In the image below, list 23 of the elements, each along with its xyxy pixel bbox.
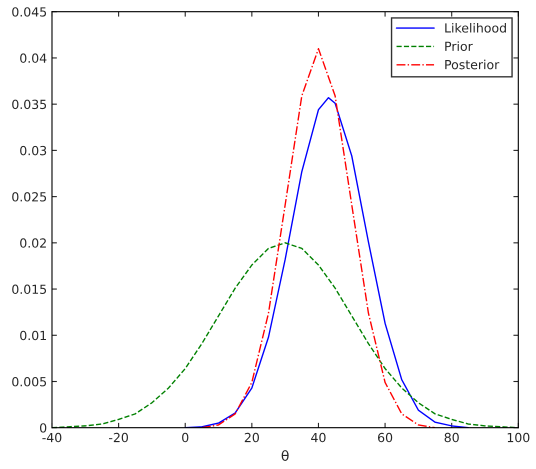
x-tick-label: 60 <box>378 432 392 442</box>
y-tick-label: 0.005 <box>12 376 46 386</box>
y-tick-label: 0.045 <box>12 7 46 17</box>
y-tick-label: 0.04 <box>20 53 46 63</box>
x-tick-label: -20 <box>109 432 128 442</box>
legend-label: Likelihood <box>445 22 506 33</box>
y-tick-label: 0.035 <box>12 100 46 110</box>
y-tick-label: 0.02 <box>20 238 46 248</box>
line-series <box>201 48 436 428</box>
y-tick-label: 0.01 <box>20 330 46 340</box>
y-tick-label: 0.015 <box>12 284 46 294</box>
x-tick-label: 80 <box>444 432 459 442</box>
y-tick-label: 0 <box>40 423 46 433</box>
x-tick-label: 100 <box>508 432 530 442</box>
x-tick-label: 40 <box>311 432 326 442</box>
y-tick-label: 0.025 <box>12 192 46 202</box>
legend-label: Posterior <box>445 60 500 70</box>
x-tick-label: -40 <box>42 432 62 442</box>
x-tick-label: 20 <box>244 432 259 442</box>
x-axis-title: θ <box>282 450 289 461</box>
legend-label: Prior <box>445 41 473 51</box>
x-tick-label: 0 <box>182 432 188 442</box>
y-tick-label: 0.03 <box>20 146 46 156</box>
